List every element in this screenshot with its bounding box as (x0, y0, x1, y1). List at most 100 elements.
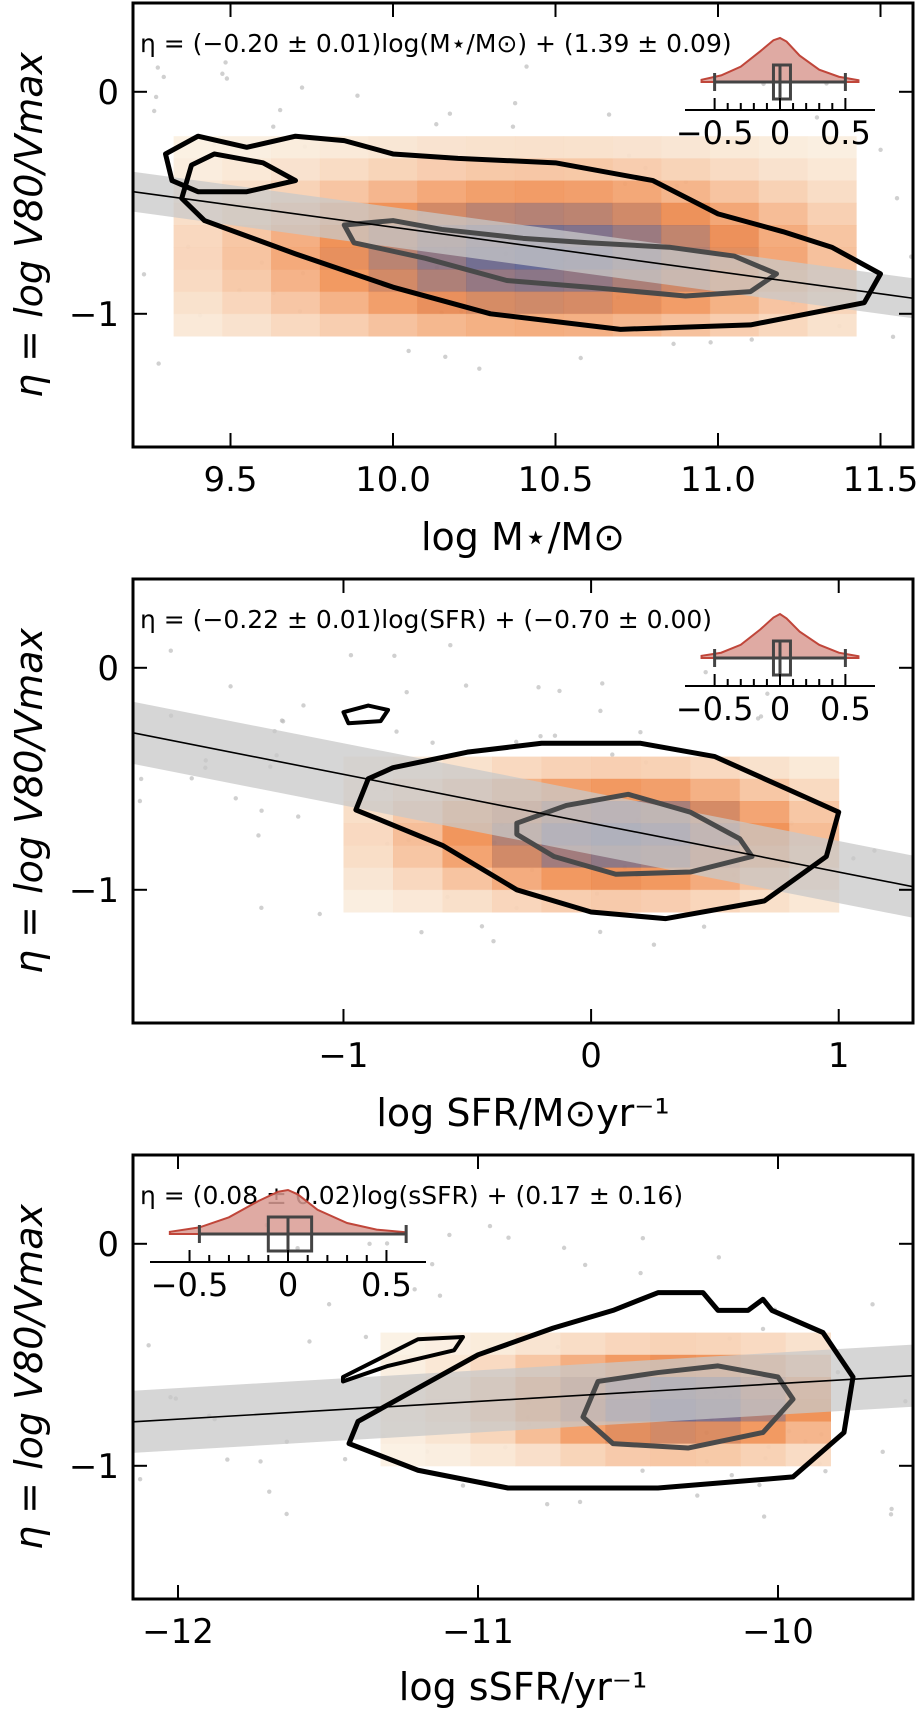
scatter-point (155, 65, 161, 70)
scatter-point (394, 729, 399, 734)
scatter-point (640, 1468, 645, 1473)
density-cell (271, 269, 321, 293)
density-cell (442, 867, 493, 891)
density-cell (661, 136, 711, 159)
small-contour (341, 703, 391, 726)
density-cell (807, 158, 857, 182)
y-axis-label-mass: η = log V80/Vmax (7, 51, 51, 398)
scatter-point (671, 341, 676, 347)
scatter-point (463, 683, 469, 688)
density-cell (709, 158, 760, 182)
scatter-point (479, 924, 485, 929)
scatter-point (448, 642, 453, 648)
scatter-point (161, 74, 166, 80)
density-cell (709, 180, 760, 204)
density-cell (640, 756, 691, 780)
fit-line (133, 732, 913, 888)
density-cell (442, 889, 493, 913)
y-axis-label-sfr: η = log V80/Vmax (7, 627, 51, 974)
density-cell (563, 291, 613, 315)
inset-residual-sfr: −0.5 0 0.5 (676, 612, 875, 728)
scatter-point (137, 1476, 143, 1482)
density-cell (343, 823, 394, 846)
density-cell (466, 136, 516, 159)
density-cell (368, 291, 418, 315)
density-cell (173, 313, 223, 337)
x-tick-label: −1 (318, 1036, 368, 1076)
scatter-point (348, 653, 354, 658)
scatter-point (256, 833, 261, 838)
scatter-point (544, 1501, 550, 1507)
density-cell (650, 1332, 696, 1356)
scatter-point (443, 354, 448, 360)
density-cell (650, 1421, 696, 1445)
scatter-point (224, 76, 230, 81)
inset-tick-label: 0 (770, 690, 790, 728)
inset-tick-label: 0 (770, 114, 790, 152)
scatter-point (146, 1343, 151, 1348)
inset-tick-label: 0.5 (361, 1266, 412, 1304)
density-cell (690, 756, 741, 780)
scatter-point (156, 361, 161, 366)
density-cell (470, 1443, 516, 1467)
density-cell (789, 778, 840, 802)
scatter-point (577, 1499, 583, 1505)
density-cell (758, 180, 808, 204)
density-cell (758, 158, 808, 182)
x-axis-label-ssfr: log sSFR/yr⁻¹ (399, 1665, 647, 1709)
scatter-point (437, 1293, 443, 1298)
scatter-point (761, 1514, 767, 1519)
density-cell (807, 180, 857, 204)
density-cell (271, 136, 321, 159)
density-cell (393, 867, 444, 891)
scatter-point (355, 93, 360, 98)
density-cell (560, 1443, 606, 1467)
density-cell (563, 202, 613, 226)
scatter-point (582, 1262, 588, 1268)
fit-line (133, 1374, 913, 1423)
scatter-point (284, 1511, 289, 1517)
density-cell (640, 889, 691, 913)
density-cell (739, 778, 790, 802)
scatter-point (506, 1235, 511, 1240)
density-cell (466, 180, 516, 204)
density-cell (563, 136, 613, 159)
density-cell (492, 756, 543, 780)
small-contour (341, 1335, 465, 1384)
scatter-point (651, 942, 657, 947)
density-cell (612, 136, 662, 159)
density-cell (807, 136, 857, 159)
density-cell (425, 1443, 471, 1467)
scatter-point (888, 1512, 894, 1517)
scatter-point (259, 905, 264, 911)
y-tick-label: 0 (97, 1225, 119, 1265)
scatter-point (610, 752, 615, 757)
density-cell (695, 1443, 741, 1467)
scatter-point (703, 669, 708, 675)
density-cell (612, 291, 662, 315)
y-tick-label: 0 (97, 73, 119, 113)
inset-tick-label: −0.5 (676, 114, 754, 152)
density-cell (740, 1443, 786, 1467)
inset-tick-label: 0.5 (820, 114, 871, 152)
inner-contour (341, 218, 779, 299)
scatter-point (317, 911, 322, 917)
scatter-point (765, 691, 770, 696)
scatter-point (894, 196, 900, 201)
density-cell (368, 313, 418, 337)
scatter-point (487, 1223, 493, 1229)
fit-equation-mass: η = (−0.20 ± 0.01)log(M⋆/M⊙) + (1.39 ± 0… (140, 29, 732, 58)
density-cell (319, 291, 370, 315)
scatter-point (277, 107, 283, 113)
fit-equation-sfr: η = (−0.22 ± 0.01)log(SFR) + (−0.70 ± 0.… (140, 605, 712, 634)
plot-area-mass (133, 60, 913, 371)
density-cell (466, 313, 516, 337)
density-cell (173, 247, 223, 270)
density-cell (605, 1421, 651, 1445)
scatter-point (220, 71, 225, 76)
x-tick-label: 10.0 (355, 460, 431, 500)
scatter-point (141, 272, 147, 277)
density-cell (492, 845, 543, 869)
x-tick-label: 1 (828, 1036, 850, 1076)
scatter-point (870, 1302, 875, 1307)
